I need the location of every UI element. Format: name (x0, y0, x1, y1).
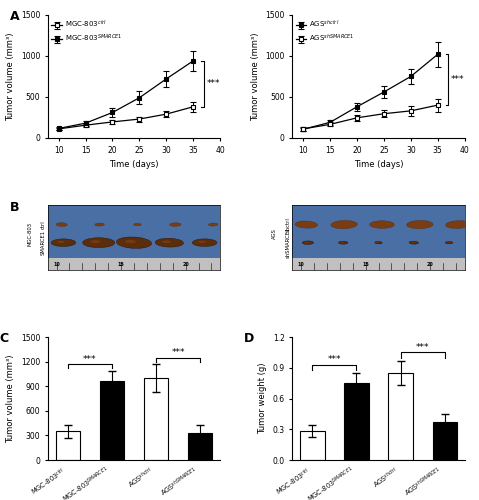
Text: B: B (10, 202, 20, 214)
Ellipse shape (162, 240, 171, 243)
Text: 10: 10 (297, 262, 305, 268)
Text: MGC-803: MGC-803 (27, 222, 32, 246)
Text: 15: 15 (118, 262, 125, 268)
Bar (100, 382, 124, 460)
X-axis label: Time (days): Time (days) (109, 160, 159, 169)
Y-axis label: Tumor weight (g): Tumor weight (g) (258, 363, 267, 434)
Ellipse shape (447, 242, 449, 243)
FancyBboxPatch shape (48, 258, 220, 270)
Ellipse shape (409, 241, 419, 244)
Bar (388, 373, 413, 460)
Legend: AGS$^{shctrl}$, AGS$^{shSMARCE1}$: AGS$^{shctrl}$, AGS$^{shSMARCE1}$ (296, 18, 355, 44)
Y-axis label: Tumor volume (mm³): Tumor volume (mm³) (6, 32, 15, 120)
Text: ***: *** (171, 348, 185, 357)
X-axis label: Time (days): Time (days) (354, 160, 403, 169)
Ellipse shape (155, 238, 183, 247)
Text: D: D (244, 332, 254, 345)
Bar (300, 432, 324, 460)
Ellipse shape (125, 240, 136, 244)
Ellipse shape (331, 220, 357, 228)
Bar (188, 433, 212, 460)
Text: ***: *** (416, 343, 429, 352)
Legend: MGC-803$^{ctrl}$, MGC-803$^{SMARCE1}$: MGC-803$^{ctrl}$, MGC-803$^{SMARCE1}$ (51, 18, 122, 44)
Ellipse shape (375, 242, 382, 244)
Ellipse shape (302, 241, 314, 244)
Text: SMARCE1: SMARCE1 (41, 230, 46, 255)
Ellipse shape (56, 223, 67, 226)
Text: 20: 20 (182, 262, 189, 268)
Y-axis label: Tumor volume (mm³): Tumor volume (mm³) (251, 32, 260, 120)
FancyBboxPatch shape (292, 258, 465, 270)
Bar (56, 432, 80, 460)
Ellipse shape (445, 220, 470, 228)
Text: ***: *** (451, 75, 465, 84)
Ellipse shape (376, 242, 379, 243)
Text: ***: *** (206, 80, 220, 88)
Ellipse shape (51, 239, 76, 246)
Ellipse shape (208, 223, 218, 226)
Text: AGS: AGS (272, 228, 277, 239)
Ellipse shape (445, 242, 453, 244)
Bar (144, 378, 168, 460)
Text: 20: 20 (427, 262, 433, 268)
Text: ***: *** (328, 355, 341, 364)
Ellipse shape (57, 241, 65, 243)
Text: shctrl: shctrl (285, 217, 291, 232)
Ellipse shape (341, 242, 344, 243)
Text: 10: 10 (53, 262, 60, 268)
Text: A: A (10, 10, 20, 23)
Ellipse shape (339, 241, 348, 244)
Text: ctrl: ctrl (41, 220, 46, 229)
Ellipse shape (198, 241, 206, 243)
Ellipse shape (370, 221, 394, 228)
Ellipse shape (134, 224, 141, 226)
Ellipse shape (411, 242, 414, 243)
Ellipse shape (95, 223, 104, 226)
Text: 15: 15 (362, 262, 369, 268)
Ellipse shape (170, 223, 181, 226)
Ellipse shape (407, 220, 433, 228)
Ellipse shape (192, 239, 217, 246)
Y-axis label: Tumor volume (mm³): Tumor volume (mm³) (6, 354, 15, 443)
Ellipse shape (116, 237, 151, 248)
Ellipse shape (295, 221, 318, 228)
Text: shSMARCE1: shSMARCE1 (285, 227, 291, 258)
Text: ***: *** (83, 354, 97, 364)
Ellipse shape (82, 238, 115, 248)
Bar (344, 383, 369, 460)
Bar (433, 422, 457, 460)
Ellipse shape (305, 242, 308, 243)
Ellipse shape (91, 240, 100, 243)
Text: C: C (0, 332, 9, 345)
